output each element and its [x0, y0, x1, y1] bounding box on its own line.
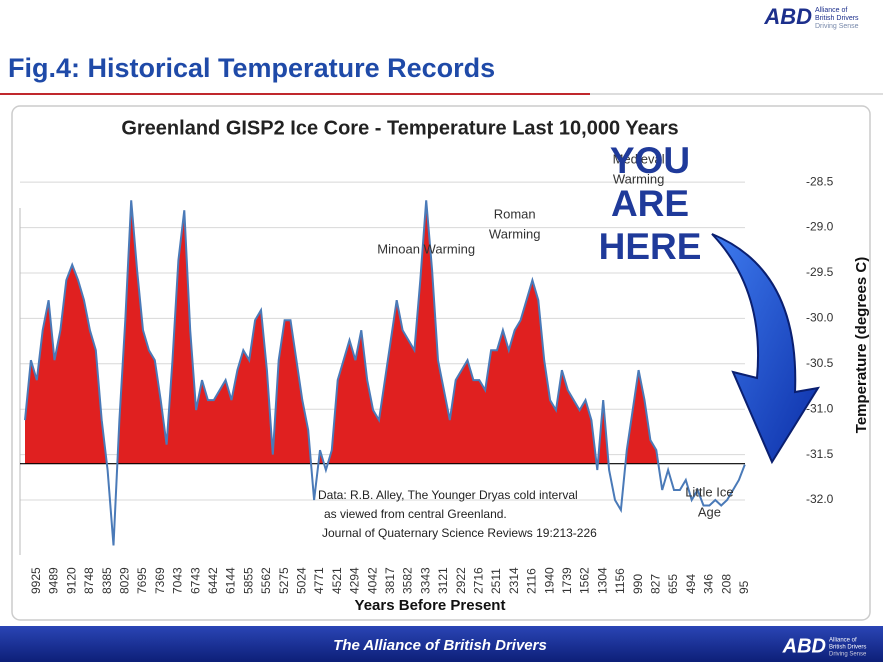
chart-title: Greenland GISP2 Ice Core - Temperature L…	[121, 117, 678, 139]
x-tick-label: 7043	[171, 567, 185, 594]
footer-text: The Alliance of British Drivers	[333, 637, 547, 654]
y-tick-label: -31.5	[806, 447, 834, 461]
x-tick-label: 9120	[64, 567, 78, 594]
x-axis-title: Years Before Present	[355, 597, 506, 614]
callout: YOU	[610, 140, 690, 181]
annotation: Age	[698, 504, 721, 519]
page: {"slide": {"title": "Fig.4: Historical T…	[0, 0, 883, 662]
x-tick-label: 4771	[312, 567, 326, 594]
x-tick-label: 4521	[330, 567, 344, 594]
x-tick-label: 1739	[560, 567, 574, 594]
slide-title: Fig.4: Historical Temperature Records	[8, 53, 495, 83]
x-tick-label: 990	[631, 574, 645, 594]
x-tick-label: 4294	[348, 567, 362, 594]
x-tick-label: 5855	[241, 567, 255, 594]
x-tick-label: 1304	[595, 567, 609, 594]
x-tick-label: 827	[648, 574, 662, 594]
x-tick-label: 8029	[117, 567, 131, 594]
annotation: Minoan Warming	[377, 241, 475, 256]
x-tick-label: 2716	[471, 567, 485, 594]
x-tick-label: 6144	[224, 567, 238, 594]
annotation: Warming	[489, 226, 541, 241]
logo-text: Alliance of	[829, 638, 857, 644]
x-tick-label: 1940	[542, 567, 556, 594]
x-tick-label: 3582	[401, 567, 415, 594]
note: Data: R.B. Alley, The Younger Dryas cold…	[318, 488, 578, 502]
x-tick-label: 8385	[100, 567, 114, 594]
y-tick-label: -30.0	[806, 311, 834, 325]
y-axis-title: Temperature (degrees C)	[853, 257, 870, 433]
x-tick-label: 6442	[206, 567, 220, 594]
x-tick-label: 5024	[294, 567, 308, 594]
slide: ABD Alliance of British Drivers Driving …	[0, 0, 883, 662]
x-tick-label: 2511	[489, 568, 503, 594]
x-tick-label: 5562	[259, 567, 273, 594]
x-tick-label: 7695	[135, 567, 149, 594]
y-tick-label: -32.0	[806, 492, 834, 506]
logo-text: British Drivers	[815, 15, 859, 22]
x-tick-label: 4042	[365, 567, 379, 594]
x-tick-label: 6743	[188, 567, 202, 594]
x-tick-label: 1156	[613, 568, 627, 594]
y-tick-label: -29.0	[806, 220, 834, 234]
note: Journal of Quaternary Science Reviews 19…	[322, 526, 597, 540]
logo-text: British Drivers	[829, 645, 866, 651]
y-tick-label: -28.5	[806, 174, 834, 188]
y-tick-label: -31.0	[806, 401, 834, 415]
x-tick-label: 95	[737, 580, 751, 594]
x-tick-label: 3817	[383, 567, 397, 594]
annotation: Roman	[494, 206, 536, 221]
x-tick-label: 8748	[82, 567, 96, 594]
x-tick-label: 2314	[507, 567, 521, 594]
logo-text: Alliance of	[815, 7, 847, 14]
x-tick-label: 655	[666, 574, 680, 594]
x-tick-label: 346	[702, 574, 716, 594]
annotation: Little Ice	[685, 484, 733, 499]
logo-mark: ABD	[782, 635, 826, 657]
x-tick-label: 2922	[454, 567, 468, 594]
x-tick-label: 494	[684, 574, 698, 594]
x-tick-label: 5275	[277, 567, 291, 594]
callout: HERE	[599, 226, 702, 267]
x-tick-label: 3343	[418, 567, 432, 594]
x-tick-label: 7369	[153, 567, 167, 594]
x-tick-label: 3121	[436, 567, 450, 594]
logo-text: Driving Sense	[829, 652, 867, 658]
y-tick-label: -30.5	[806, 356, 834, 370]
x-tick-label: 2116	[525, 568, 539, 594]
logo-mark: ABD	[763, 4, 812, 29]
callout: ARE	[611, 183, 689, 224]
x-tick-label: 1562	[578, 567, 592, 594]
x-tick-label: 9925	[29, 567, 43, 594]
logo-text: Driving Sense	[815, 23, 859, 30]
x-tick-label: 9489	[47, 567, 61, 594]
note: as viewed from central Greenland.	[324, 507, 507, 521]
x-tick-label: 208	[719, 574, 733, 594]
y-tick-label: -29.5	[806, 265, 834, 279]
